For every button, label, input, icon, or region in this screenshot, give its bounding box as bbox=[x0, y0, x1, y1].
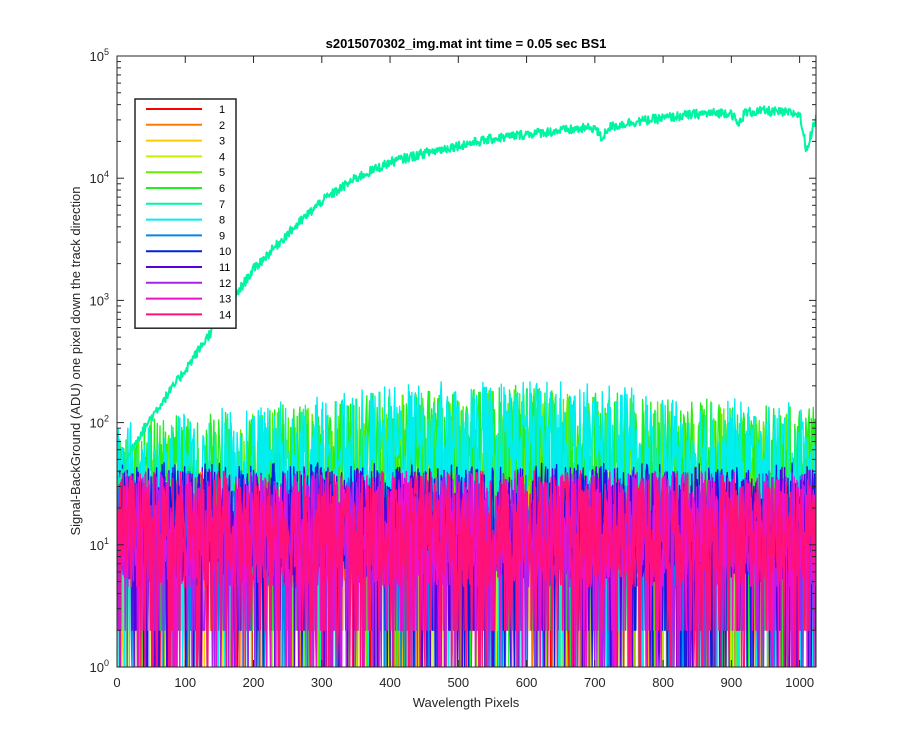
x-tick-label: 700 bbox=[584, 675, 606, 690]
legend-label-2: 2 bbox=[219, 120, 225, 132]
legend-label-4: 4 bbox=[219, 151, 225, 163]
x-tick-label: 600 bbox=[516, 675, 538, 690]
x-tick-label: 400 bbox=[379, 675, 401, 690]
legend-label-3: 3 bbox=[219, 136, 225, 148]
legend-label-14: 14 bbox=[219, 309, 231, 321]
legend-label-7: 7 bbox=[219, 199, 225, 211]
y-axis-label: Signal-BackGround (ADU) one pixel down t… bbox=[68, 186, 83, 535]
legend-label-8: 8 bbox=[219, 215, 225, 227]
legend-label-5: 5 bbox=[219, 167, 225, 179]
legend-label-9: 9 bbox=[219, 230, 225, 242]
legend-label-11: 11 bbox=[219, 262, 230, 274]
x-axis-label: Wavelength Pixels bbox=[413, 695, 520, 710]
x-tick-label: 800 bbox=[652, 675, 674, 690]
x-tick-label: 0 bbox=[113, 675, 120, 690]
x-tick-label: 500 bbox=[447, 675, 469, 690]
series-line-14 bbox=[117, 470, 816, 667]
legend-label-1: 1 bbox=[219, 104, 225, 116]
x-tick-label: 1000 bbox=[785, 675, 814, 690]
y-tick-label: 100 bbox=[90, 658, 109, 675]
y-tick-label: 101 bbox=[90, 536, 109, 553]
y-tick-label: 105 bbox=[90, 47, 109, 64]
chart-title: s2015070302_img.mat int time = 0.05 sec … bbox=[326, 36, 607, 51]
y-tick-label: 103 bbox=[90, 291, 109, 308]
x-tick-label: 300 bbox=[311, 675, 333, 690]
x-tick-label: 900 bbox=[721, 675, 743, 690]
y-tick-label: 104 bbox=[90, 169, 109, 186]
series-layer bbox=[117, 105, 816, 667]
plot-frame bbox=[116, 55, 817, 668]
legend-label-12: 12 bbox=[219, 278, 231, 290]
x-tick-label: 100 bbox=[174, 675, 196, 690]
legend-label-10: 10 bbox=[219, 246, 231, 258]
legend-box bbox=[134, 98, 237, 329]
y-tick-label: 102 bbox=[90, 414, 109, 431]
legend-label-6: 6 bbox=[219, 183, 225, 195]
x-tick-label: 200 bbox=[243, 675, 265, 690]
axis-ticks: 0 100 200 300 400 500 600 700 800 900 100010010110… bbox=[90, 47, 816, 690]
legend-label-13: 13 bbox=[219, 294, 231, 306]
